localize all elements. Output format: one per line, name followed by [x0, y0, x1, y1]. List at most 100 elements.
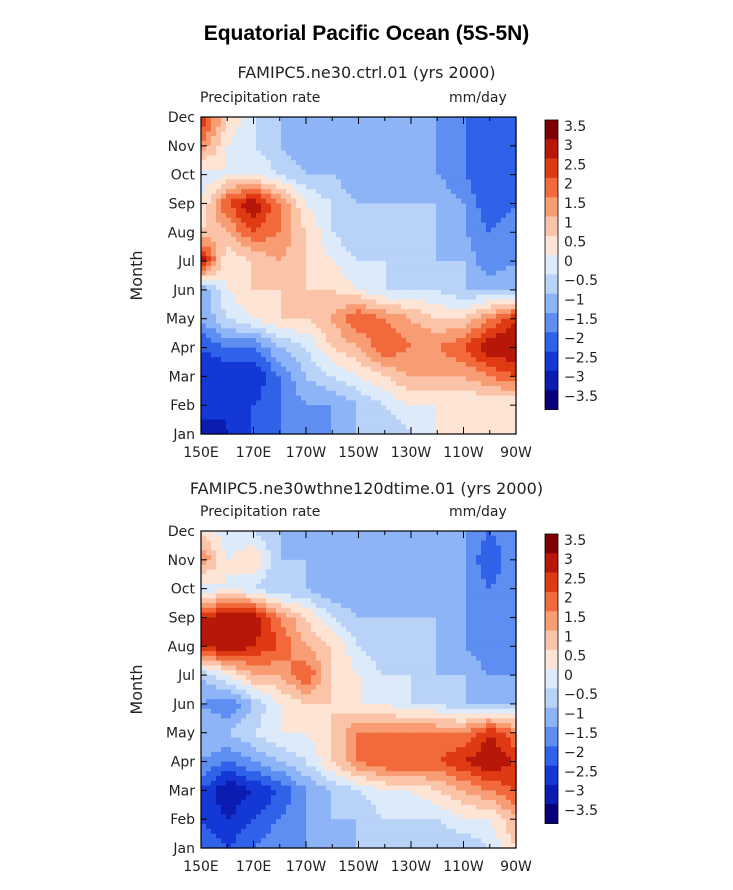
heatmap-cell [341, 318, 347, 325]
heatmap-cell [386, 189, 392, 195]
heatmap-cell [366, 217, 372, 224]
heatmap-cell [426, 189, 432, 195]
heatmap-cell [216, 347, 222, 353]
heatmap-cell [411, 313, 417, 320]
heatmap-cell [441, 270, 447, 277]
heatmap-cell [506, 535, 512, 542]
heatmap-cell [416, 569, 422, 575]
heatmap-cell [246, 323, 252, 329]
heatmap-cell [486, 342, 492, 349]
heatmap-cell [231, 381, 237, 387]
heatmap-cell [491, 574, 497, 580]
heatmap-cell [461, 371, 467, 377]
heatmap-cell [361, 540, 367, 547]
heatmap-cell [321, 323, 327, 329]
heatmap-cell [376, 222, 382, 229]
heatmap-cell [306, 165, 312, 171]
heatmap-cell [431, 241, 437, 248]
heatmap-cell [476, 198, 482, 205]
heatmap-cell [511, 337, 517, 344]
heatmap-cell [211, 150, 217, 157]
heatmap-cell [506, 193, 512, 200]
heatmap-cell [316, 227, 322, 233]
heatmap-cell [431, 251, 437, 257]
heatmap-cell [281, 289, 287, 296]
heatmap-cell [481, 400, 487, 406]
heatmap-cell [261, 366, 267, 373]
heatmap-cell [491, 193, 497, 200]
heatmap-cell [476, 246, 482, 253]
heatmap-cell [226, 309, 232, 315]
heatmap-cell [491, 222, 497, 229]
colorbar-label: 1 [564, 215, 573, 231]
heatmap-cell [331, 540, 337, 547]
heatmap-cell [361, 141, 367, 147]
heatmap-cell [231, 550, 237, 556]
heatmap-cell [506, 131, 512, 137]
heatmap-cell [261, 414, 267, 421]
heatmap-cell [336, 400, 342, 406]
heatmap-cell [246, 569, 252, 575]
heatmap-cell [271, 371, 277, 377]
heatmap-cell [486, 136, 492, 142]
heatmap-cell [486, 559, 492, 566]
heatmap-cell [481, 328, 487, 334]
heatmap-cell [226, 328, 232, 334]
heatmap-cell [491, 405, 497, 411]
heatmap-cell [386, 371, 392, 377]
heatmap-cell [431, 555, 437, 561]
heatmap-cell [441, 574, 447, 580]
heatmap-cell [381, 289, 387, 296]
heatmap-cell [306, 232, 312, 238]
heatmap-cell [316, 583, 322, 590]
heatmap-cell [486, 540, 492, 547]
heatmap-cell [326, 189, 332, 195]
heatmap-cell [216, 318, 222, 325]
heatmap-cell [311, 574, 317, 580]
heatmap-cell [366, 574, 372, 580]
heatmap-cell [406, 150, 412, 157]
heatmap-cell [371, 150, 377, 157]
heatmap-cell [356, 198, 362, 205]
heatmap-cell [211, 385, 217, 392]
heatmap-cell [421, 405, 427, 411]
heatmap-cell [276, 285, 282, 291]
colorbar-label: −3 [564, 370, 585, 386]
heatmap-cell [291, 131, 297, 137]
heatmap-cell [466, 246, 472, 253]
heatmap-cell [281, 169, 287, 176]
heatmap-cell [246, 174, 252, 181]
heatmap-cell [436, 371, 442, 377]
heatmap-cell [451, 299, 457, 305]
heatmap-cell [501, 275, 507, 281]
heatmap-cell [356, 160, 362, 166]
heatmap-cell [331, 583, 337, 590]
heatmap-cell [211, 535, 217, 542]
heatmap-cell [231, 535, 237, 542]
heatmap-cell [486, 184, 492, 190]
heatmap-cell [371, 555, 377, 561]
heatmap-cell [291, 121, 297, 128]
heatmap-cell [451, 328, 457, 334]
heatmap-cell [511, 347, 517, 353]
panel-2-variable-label: Precipitation rate [200, 504, 321, 520]
heatmap-cell [291, 328, 297, 334]
heatmap-cell [321, 376, 327, 382]
heatmap-cell [486, 265, 492, 272]
heatmap-cell [436, 189, 442, 195]
heatmap-cell [211, 424, 217, 430]
heatmap-cell [296, 328, 302, 334]
heatmap-cell [301, 131, 307, 137]
heatmap-cell [386, 241, 392, 248]
heatmap-cell [471, 361, 477, 368]
heatmap-cell [406, 232, 412, 238]
heatmap-cell [231, 251, 237, 257]
heatmap-cell [236, 424, 242, 430]
heatmap-cell [406, 285, 412, 291]
heatmap-cell [346, 333, 352, 339]
heatmap-cell [501, 535, 507, 542]
heatmap-cell [296, 203, 302, 209]
heatmap-cell [456, 198, 462, 205]
heatmap-cell [226, 256, 232, 262]
heatmap-cell [231, 241, 237, 248]
